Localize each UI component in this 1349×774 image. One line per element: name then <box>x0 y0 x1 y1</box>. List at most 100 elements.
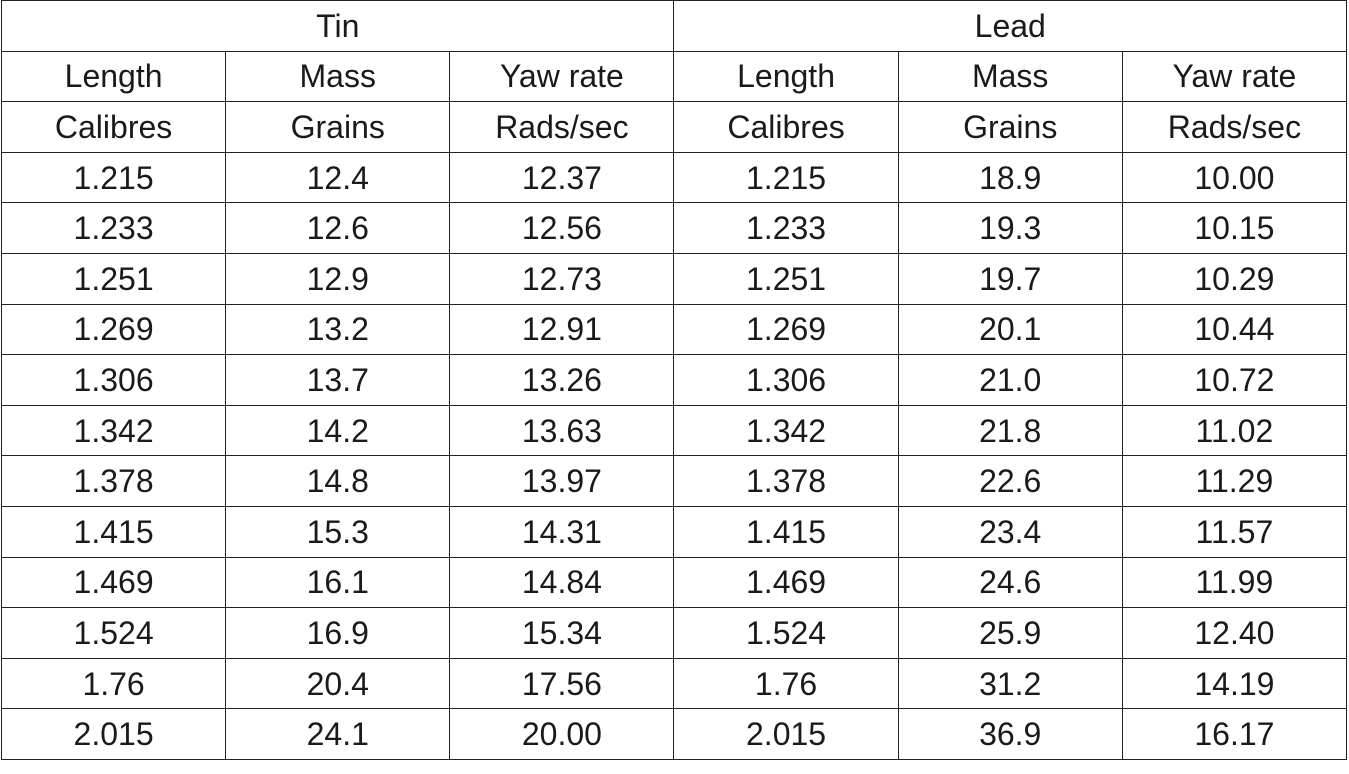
data-cell: 2.015 <box>0 708 227 760</box>
header-cell: Mass <box>897 50 1123 103</box>
data-cell: 1.378 <box>673 455 899 507</box>
data-cell: 1.215 <box>673 151 899 204</box>
header-cell: Length <box>673 50 899 103</box>
group-header: Tin <box>0 0 675 52</box>
data-cell: 1.469 <box>0 556 227 609</box>
header-cell: Mass <box>225 50 451 103</box>
data-cell: 14.8 <box>225 455 451 507</box>
data-cell: 16.9 <box>225 607 451 659</box>
data-cell: 12.91 <box>449 303 675 356</box>
data-cell: 31.2 <box>897 657 1123 710</box>
data-cell: 13.26 <box>449 354 675 406</box>
data-cell: 14.31 <box>449 505 675 558</box>
data-cell: 19.7 <box>897 252 1123 305</box>
data-cell: 1.215 <box>0 151 227 204</box>
header-cell: Length <box>0 50 227 103</box>
data-cell: 11.02 <box>1121 404 1348 457</box>
data-cell: 12.37 <box>449 151 675 204</box>
data-cell: 10.44 <box>1121 303 1348 356</box>
data-cell: 1.269 <box>673 303 899 356</box>
header-cell: Grains <box>897 101 1123 153</box>
data-row: 1.251 12.9 12.73 1.251 19.7 10.29 <box>0 252 1348 305</box>
data-cell: 14.2 <box>225 404 451 457</box>
data-cell: 1.342 <box>0 404 227 457</box>
header-cell: Grains <box>225 101 451 153</box>
group-row: Tin Lead <box>0 0 1347 52</box>
data-row: 2.015 24.1 20.00 2.015 36.9 16.17 <box>0 708 1348 760</box>
data-cell: 1.524 <box>673 607 899 659</box>
data-cell: 17.56 <box>449 657 675 710</box>
data-cell: 11.57 <box>1121 505 1348 558</box>
data-cell: 20.00 <box>449 708 675 760</box>
data-cell: 10.15 <box>1121 202 1348 254</box>
data-cell: 12.40 <box>1121 607 1348 659</box>
data-row: 1.306 13.7 13.26 1.306 21.0 10.72 <box>0 354 1348 406</box>
data-cell: 1.415 <box>0 505 227 558</box>
data-cell: 1.524 <box>0 607 227 659</box>
data-row: 1.342 14.2 13.63 1.342 21.8 11.02 <box>0 404 1348 457</box>
data-cell: 15.34 <box>449 607 675 659</box>
data-row: 1.469 16.1 14.84 1.469 24.6 11.99 <box>0 556 1348 609</box>
data-row: 1.76 20.4 17.56 1.76 31.2 14.19 <box>0 657 1348 710</box>
header-row: Length Mass Yaw rate Length Mass Yaw rate <box>0 50 1348 103</box>
data-cell: 13.7 <box>225 354 451 406</box>
data-row: 1.269 13.2 12.91 1.269 20.1 10.44 <box>0 303 1348 356</box>
data-cell: 18.9 <box>897 151 1123 204</box>
data-row: 1.524 16.9 15.34 1.524 25.9 12.40 <box>0 607 1348 659</box>
header-cell: Rads/sec <box>449 101 675 153</box>
data-cell: 20.1 <box>897 303 1123 356</box>
group-header: Lead <box>673 0 1347 52</box>
data-cell: 36.9 <box>897 708 1123 760</box>
header-row: Calibres Grains Rads/sec Calibres Grains Rads… <box>0 101 1348 153</box>
data-cell: 1.342 <box>673 404 899 457</box>
data-cell: 12.9 <box>225 252 451 305</box>
data-cell: 19.3 <box>897 202 1123 254</box>
data-cell: 23.4 <box>897 505 1123 558</box>
data-cell: 10.29 <box>1121 252 1348 305</box>
data-cell: 14.84 <box>449 556 675 609</box>
data-cell: 12.4 <box>225 151 451 204</box>
header-cell: Calibres <box>673 101 899 153</box>
data-cell: 13.2 <box>225 303 451 356</box>
data-cell: 24.6 <box>897 556 1123 609</box>
data-cell: 15.3 <box>225 505 451 558</box>
data-cell: 1.378 <box>0 455 227 507</box>
data-cell: 1.469 <box>673 556 899 609</box>
data-cell: 10.00 <box>1121 151 1348 204</box>
data-cell: 12.56 <box>449 202 675 254</box>
header-cell: Calibres <box>0 101 227 153</box>
header-cell: Yaw rate <box>449 50 675 103</box>
data-row: 1.233 12.6 12.56 1.233 19.3 10.15 <box>0 202 1348 254</box>
data-row: 1.215 12.4 12.37 1.215 18.9 10.00 <box>0 151 1348 204</box>
data-cell: 24.1 <box>225 708 451 760</box>
data-cell: 21.8 <box>897 404 1123 457</box>
data-cell: 25.9 <box>897 607 1123 659</box>
data-cell: 13.97 <box>449 455 675 507</box>
data-cell: 20.4 <box>225 657 451 710</box>
data-cell: 16.1 <box>225 556 451 609</box>
data-cell: 1.269 <box>0 303 227 356</box>
data-cell: 14.19 <box>1121 657 1348 710</box>
data-cell: 11.29 <box>1121 455 1348 507</box>
data-cell: 12.73 <box>449 252 675 305</box>
data-cell: 1.76 <box>0 657 227 710</box>
data-cell: 1.233 <box>673 202 899 254</box>
data-cell: 1.306 <box>0 354 227 406</box>
data-cell: 12.6 <box>225 202 451 254</box>
data-cell: 11.99 <box>1121 556 1348 609</box>
header-cell: Yaw rate <box>1121 50 1348 103</box>
data-row: 1.378 14.8 13.97 1.378 22.6 11.29 <box>0 455 1348 507</box>
data-row: 1.415 15.3 14.31 1.415 23.4 11.57 <box>0 505 1348 558</box>
header-cell: Rads/sec <box>1121 101 1348 153</box>
data-cell: 13.63 <box>449 404 675 457</box>
data-cell: 1.415 <box>673 505 899 558</box>
data-cell: 1.233 <box>0 202 227 254</box>
data-cell: 21.0 <box>897 354 1123 406</box>
data-cell: 1.306 <box>673 354 899 406</box>
data-cell: 1.251 <box>673 252 899 305</box>
data-cell: 22.6 <box>897 455 1123 507</box>
data-cell: 1.251 <box>0 252 227 305</box>
data-cell: 2.015 <box>673 708 899 760</box>
